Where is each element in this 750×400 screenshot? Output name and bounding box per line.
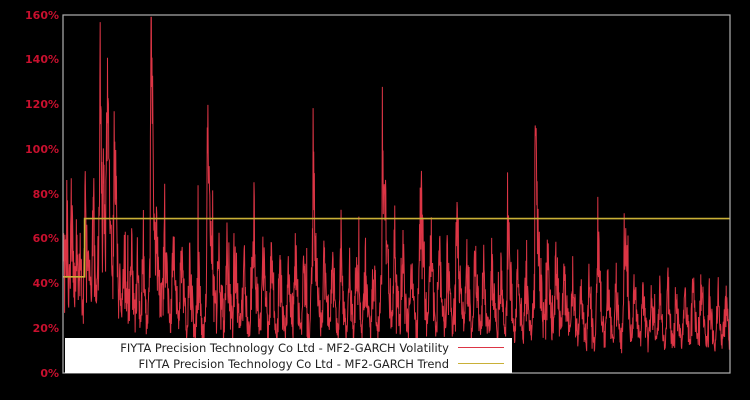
legend-swatch-volatility-icon	[458, 347, 504, 348]
y-axis-tick-label: 60%	[32, 232, 59, 246]
legend-label-trend: FIYTA Precision Technology Co Ltd - MF2-…	[138, 356, 449, 371]
y-axis-tick-label: 80%	[32, 187, 59, 201]
legend-row-trend[interactable]: FIYTA Precision Technology Co Ltd - MF2-…	[65, 356, 512, 372]
chart-legend[interactable]: FIYTA Precision Technology Co Ltd - MF2-…	[65, 338, 512, 373]
legend-label-volatility: FIYTA Precision Technology Co Ltd - MF2-…	[120, 340, 449, 355]
volatility-line	[62, 16, 731, 354]
y-axis-tick-label: 160%	[25, 8, 59, 22]
plot-border	[62, 14, 731, 374]
plot-area	[62, 14, 731, 374]
volatility-series	[62, 16, 731, 354]
y-axis-tick-label: 0%	[40, 366, 59, 380]
y-axis-tick-label: 20%	[32, 321, 59, 335]
y-axis-tick-label: 140%	[25, 53, 59, 67]
y-axis-tick-labels: 0% 20% 40% 60% 80% 100% 120% 140% 160%	[0, 0, 59, 400]
y-axis-tick-label: 40%	[32, 277, 59, 290]
y-axis-tick-label: 100%	[25, 142, 59, 156]
y-axis-tick-label: 120%	[25, 98, 59, 111]
trend-series	[63, 217, 730, 278]
legend-swatch-trend-icon	[458, 363, 504, 364]
trend-line	[63, 217, 730, 278]
legend-row-volatility[interactable]: FIYTA Precision Technology Co Ltd - MF2-…	[65, 340, 512, 356]
